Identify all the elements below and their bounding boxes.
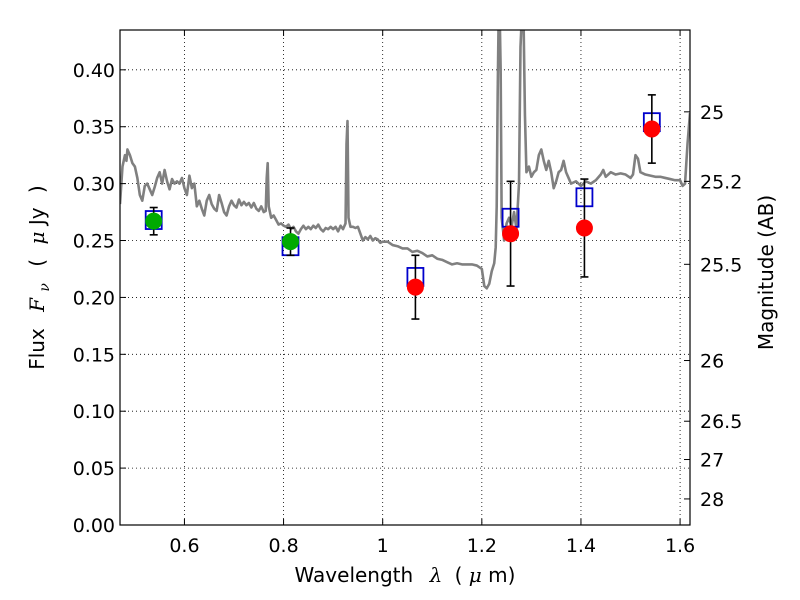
y-tick-label: 0.00: [73, 515, 115, 537]
magnitude-tick-label: 26.5: [700, 411, 742, 433]
y-tick-label: 0.05: [73, 458, 115, 480]
magnitude-axis-label: Magnitude (AB): [754, 195, 778, 350]
y-tick-label: 0.30: [73, 174, 115, 196]
observed-flux-point: [575, 219, 593, 237]
x-tick-label: 1.6: [665, 535, 695, 557]
y-axis-label: Flux F ν ( μ Jy ): [25, 185, 54, 370]
y-axis-label-close: ): [25, 185, 49, 193]
y-tick-label: 0.20: [73, 287, 115, 309]
magnitude-tick-label: 25: [700, 102, 724, 124]
y-axis-label-mu: μ: [25, 232, 49, 245]
plot-frame: [119, 29, 691, 526]
markers-layer: [144, 94, 661, 320]
spectrum-line: [120, 30, 690, 290]
y-tick-label: 0.10: [73, 401, 115, 423]
x-axis-label-mu: μ: [469, 563, 482, 587]
magnitude-tick-label: 26: [700, 351, 724, 373]
magnitude-tick-label: 28: [700, 489, 724, 511]
observed-flux-point: [643, 120, 661, 138]
y-tick-label: 0.40: [73, 60, 115, 82]
observed-flux-point: [406, 278, 424, 296]
observed-flux-point: [282, 233, 300, 251]
magnitude-tick-label: 27: [700, 450, 724, 472]
x-tick-label: 1.2: [467, 535, 497, 557]
observed-flux-point: [145, 212, 163, 230]
y-tick-label: 0.35: [73, 117, 115, 139]
y-axis-label-unit: Jy: [25, 207, 49, 227]
y-axis-label-word: Flux: [25, 328, 49, 370]
y-axis-label-f: F: [25, 297, 49, 313]
x-axis-label-lambda: λ: [429, 563, 443, 587]
magnitude-tick-label: 25.5: [700, 254, 742, 276]
y-tick-label: 0.15: [73, 344, 115, 366]
spectrum-layer: [120, 30, 690, 290]
magnitude-tick-label: 25.2: [700, 171, 742, 193]
y-axis-label-nu: ν: [37, 283, 53, 292]
x-tick-label: 0.8: [268, 535, 298, 557]
x-tick-label: 0.6: [169, 535, 199, 557]
x-tick-label: 1.4: [566, 535, 596, 557]
ticks-layer: 0.6 0.8 1 1.2 1.4 1.6 0.00 0.05 0.10 0.15 0.20 0.25…: [73, 30, 742, 557]
x-axis-label-unit: m): [488, 563, 515, 587]
x-axis-label-word: Wavelength: [295, 563, 414, 587]
x-axis-label-open: (: [455, 563, 463, 587]
observed-flux-point: [502, 225, 520, 243]
x-axis-label: Wavelength λ ( μ m): [295, 563, 516, 587]
y-axis-label-open: (: [25, 259, 49, 267]
x-tick-label: 1: [377, 535, 389, 557]
y-tick-label: 0.25: [73, 231, 115, 253]
